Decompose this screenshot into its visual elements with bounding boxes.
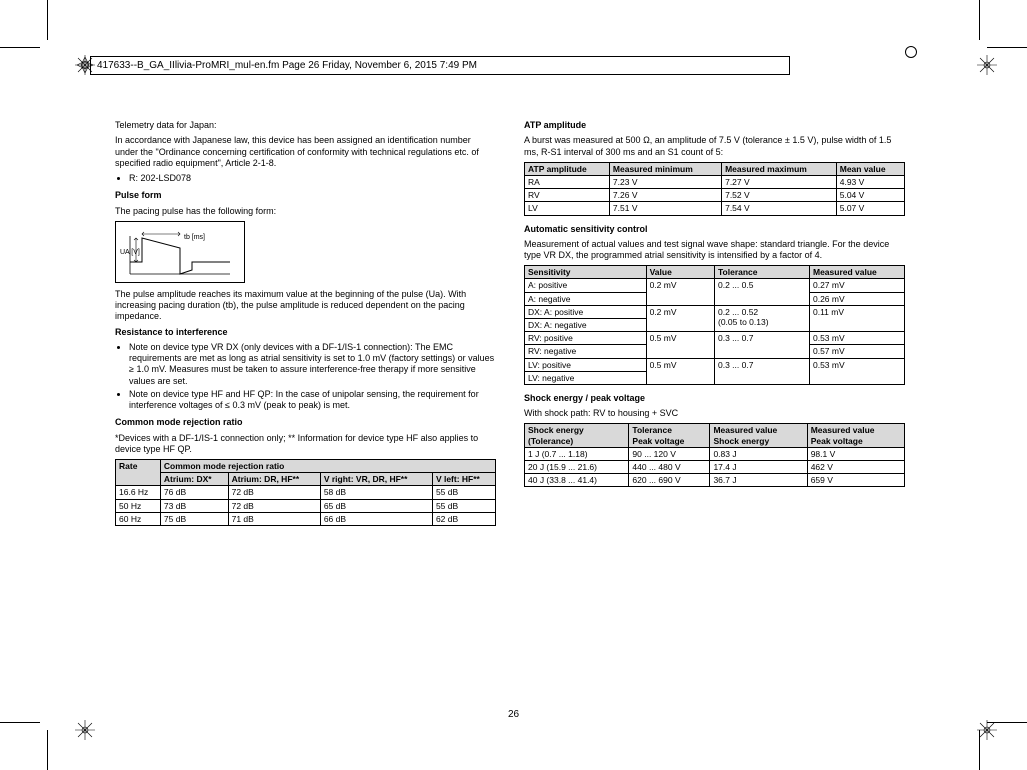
table-row: DX: A: positive 0.2 mV 0.2 ... 0.52(0.05… [525, 305, 905, 318]
crop-mark [47, 730, 48, 770]
telemetry-list: R: 202-LSD078 [115, 173, 496, 184]
pulse-form-body: The pulse amplitude reaches its maximum … [115, 289, 496, 323]
atp-body: A burst was measured at 500 Ω, an amplit… [524, 135, 905, 158]
crop-mark [47, 0, 48, 40]
asc-body: Measurement of actual values and test si… [524, 239, 905, 262]
table-header: Atrium: DX* [160, 473, 228, 486]
cmrr-heading: Common mode rejection ratio [115, 417, 496, 428]
table-row: LV: positive 0.5 mV 0.3 ... 0.7 0.53 mV [525, 358, 905, 371]
table-header: V right: VR, DR, HF** [320, 473, 432, 486]
table-header: Mean value [836, 162, 904, 175]
table-header: Value [646, 266, 714, 279]
table-header: Measured value [809, 266, 904, 279]
cmrr-table: Rate Common mode rejection ratio Atrium:… [115, 459, 496, 526]
table-header: Atrium: DR, HF** [228, 473, 320, 486]
telemetry-body: In accordance with Japanese law, this de… [115, 135, 496, 169]
asc-heading: Automatic sensitivity control [524, 224, 905, 235]
resistance-heading: Resistance to interference [115, 327, 496, 338]
framemaker-header: 417633--B_GA_IIlivia-ProMRI_mul-en.fm Pa… [90, 56, 790, 75]
left-column: Telemetry data for Japan: In accordance … [115, 120, 496, 534]
atp-heading: ATP amplitude [524, 120, 905, 131]
list-item: Note on device type HF and HF QP: In the… [129, 389, 496, 412]
table-row: RV7.26 V7.52 V5.04 V [525, 189, 905, 202]
table-row: 16.6 Hz76 dB72 dB58 dB55 dB [116, 486, 496, 499]
pulse-label-tb: tb [ms] [184, 234, 304, 241]
pulse-form-intro: The pacing pulse has the following form: [115, 206, 496, 217]
atp-table: ATP amplitude Measured minimum Measured … [524, 162, 905, 216]
table-row: A: positive 0.2 mV 0.2 ... 0.5 0.27 mV [525, 279, 905, 292]
telemetry-heading: Telemetry data for Japan: [115, 120, 496, 131]
registration-icon [75, 720, 95, 740]
list-item: R: 202-LSD078 [129, 173, 496, 184]
table-row: 1 J (0.7 ... 1.18)90 ... 120 V0.83 J98.1… [525, 447, 905, 460]
table-row: 60 Hz75 dB71 dB66 dB62 dB [116, 512, 496, 525]
page-number: 26 [508, 709, 519, 720]
table-row: 50 Hz73 dB72 dB65 dB55 dB [116, 499, 496, 512]
table-header: V left: HF** [432, 473, 495, 486]
shock-table: Shock energy(Tolerance) TolerancePeak vo… [524, 423, 905, 487]
table-header: TolerancePeak voltage [629, 424, 710, 447]
registration-circle-icon [905, 46, 917, 58]
crop-mark [979, 0, 980, 40]
table-header: Shock energy(Tolerance) [525, 424, 629, 447]
asc-table: Sensitivity Value Tolerance Measured val… [524, 265, 905, 385]
table-header: ATP amplitude [525, 162, 610, 175]
resistance-list: Note on device type VR DX (only devices … [115, 342, 496, 412]
crop-mark [0, 47, 40, 48]
table-row: 20 J (15.9 ... 21.6)440 ... 480 V17.4 J4… [525, 461, 905, 474]
page-body: Telemetry data for Japan: In accordance … [115, 120, 905, 534]
table-header: Measured valuePeak voltage [807, 424, 904, 447]
pulse-form-heading: Pulse form [115, 190, 496, 201]
table-row: RA7.23 V7.27 V4.93 V [525, 175, 905, 188]
shock-body: With shock path: RV to housing + SVC [524, 408, 905, 419]
table-header: Measured minimum [609, 162, 721, 175]
table-header: Measured valueShock energy [710, 424, 807, 447]
table-row: 40 J (33.8 ... 41.4)620 ... 690 V36.7 J6… [525, 474, 905, 487]
shock-heading: Shock energy / peak voltage [524, 393, 905, 404]
table-header: Sensitivity [525, 266, 647, 279]
header-text: 417633--B_GA_IIlivia-ProMRI_mul-en.fm Pa… [97, 60, 477, 71]
pulse-label-ua: UA [V] [120, 249, 240, 256]
cmrr-note: *Devices with a DF-1/IS-1 connection onl… [115, 433, 496, 456]
table-header: Measured maximum [722, 162, 837, 175]
list-item: Note on device type VR DX (only devices … [129, 342, 496, 387]
table-row: LV7.51 V7.54 V5.07 V [525, 202, 905, 215]
right-column: ATP amplitude A burst was measured at 50… [524, 120, 905, 534]
table-header: Tolerance [714, 266, 809, 279]
registration-icon [977, 55, 997, 75]
table-header: Common mode rejection ratio [160, 460, 495, 473]
table-row: RV: positive 0.5 mV 0.3 ... 0.7 0.53 mV [525, 332, 905, 345]
pulse-diagram: tb [ms] UA [V] [115, 221, 245, 283]
crop-mark [0, 722, 40, 723]
crop-mark [987, 47, 1027, 48]
registration-icon [977, 720, 997, 740]
table-header: Rate [116, 460, 161, 486]
